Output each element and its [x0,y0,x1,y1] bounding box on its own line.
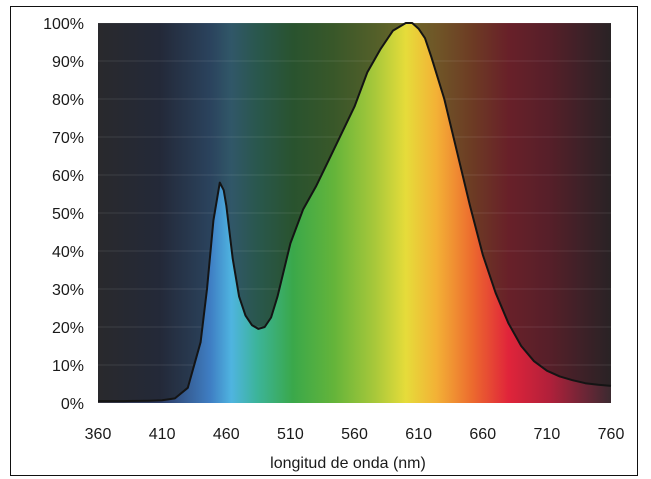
spectrum-curve [98,22,612,403]
x-axis-title: longitud de onda (nm) [270,455,426,472]
spectrum-line [98,22,612,403]
x-tick-label: 710 [534,426,561,443]
y-tick-label: 50% [52,206,84,223]
y-tick-label: 100% [43,16,84,33]
x-axis-tick-labels: 360 410 460 510 560 610 660 710 760 [85,426,625,443]
y-tick-label: 80% [52,92,84,109]
y-axis-tick-labels: 0% 10% 20% 30% 40% 50% 60% 70% 80% 90% 100% [43,16,84,413]
y-tick-label: 90% [52,54,84,71]
x-tick-label: 660 [469,426,496,443]
y-tick-label: 20% [52,320,84,337]
x-tick-label: 560 [341,426,368,443]
x-tick-label: 360 [85,426,112,443]
x-tick-label: 610 [405,426,432,443]
chart-frame: 0% 10% 20% 30% 40% 50% 60% 70% 80% 90% 100% 360 410… [10,6,638,476]
y-tick-label: 10% [52,358,84,375]
x-tick-label: 510 [277,426,304,443]
y-tick-label: 70% [52,130,84,147]
y-tick-label: 0% [61,396,84,413]
y-tick-label: 60% [52,168,84,185]
x-tick-label: 410 [149,426,176,443]
x-tick-label: 760 [598,426,625,443]
x-tick-label: 460 [213,426,240,443]
y-tick-label: 40% [52,244,84,261]
spectrum-chart: 0% 10% 20% 30% 40% 50% 60% 70% 80% 90% 100% 360 410… [43,16,625,472]
y-tick-label: 30% [52,282,84,299]
